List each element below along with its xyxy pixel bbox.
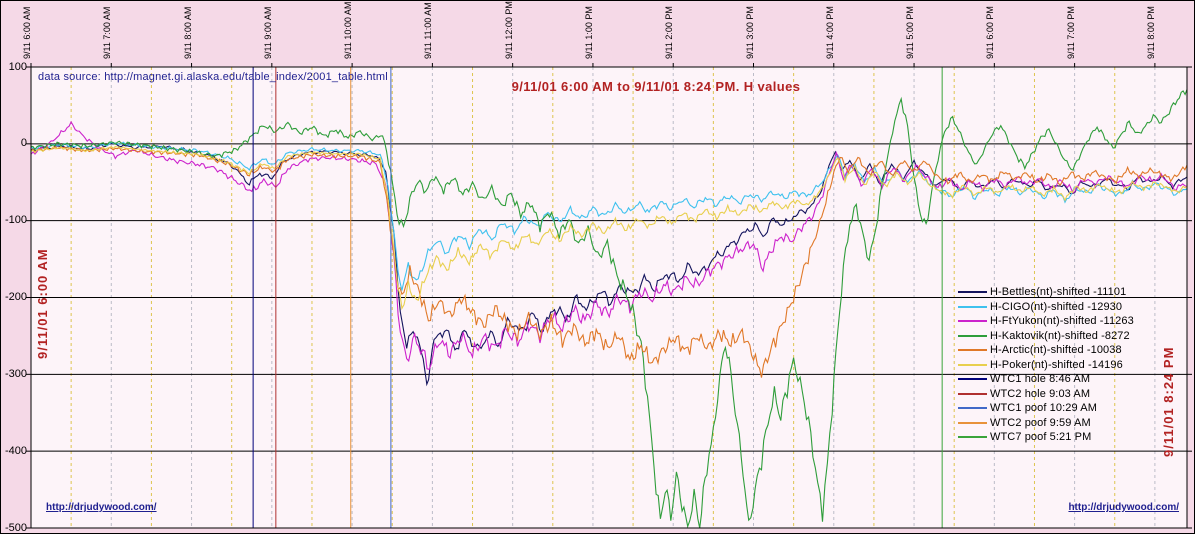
legend-item-h-cigo-nt-shifted-12930: H-CIGO(nt)-shifted -12930 (958, 300, 1134, 315)
legend-item-h-ftyukon-nt-shifted-11263: H-FtYukon(nt)-shifted -11263 (958, 314, 1134, 329)
series-h-poker-nt-shifted-14196 (30, 145, 1188, 311)
drjudywood-link-left[interactable]: http://drjudywood.com/ (46, 502, 157, 513)
legend-swatch (958, 349, 987, 352)
x-axis-label-9-11-6-00-pm: 9/11 6:00 PM (985, 6, 995, 59)
drjudywood-link-right[interactable]: http://drjudywood.com/ (1068, 502, 1179, 513)
y-axis-label-0: 0 (20, 137, 27, 149)
x-axis-label-9-11-1-00-pm: 9/11 1:00 PM (584, 6, 594, 59)
x-axis-label-9-11-11-00-am: 9/11 11:00 AM (423, 2, 433, 59)
y-axis-label--100: -100 (4, 214, 27, 226)
series-h-kaktovik-nt-shifted-8272 (30, 89, 1188, 529)
x-axis-label-9-11-5-00-pm: 9/11 5:00 PM (905, 6, 915, 59)
legend-swatch (958, 305, 987, 308)
series-h-arctic-nt-shifted-10038 (30, 145, 1188, 378)
series-h-ftyukon-nt-shifted-11263 (30, 120, 1188, 370)
legend-item-wtc2-hole-9-03-am: WTC2 hole 9:03 AM (958, 387, 1134, 402)
legend-label: WTC1 poof 10:29 AM (990, 402, 1097, 415)
legend-label: WTC2 hole 9:03 AM (990, 387, 1091, 400)
x-axis-label-9-11-3-00-pm: 9/11 3:00 PM (745, 6, 755, 59)
legend-label: WTC1 hole 8:46 AM (990, 373, 1091, 386)
x-axis-label-9-11-12-00-pm: 9/11 12:00 PM (504, 1, 514, 59)
legend-item-wtc1-hole-8-46-am: WTC1 hole 8:46 AM (958, 372, 1134, 387)
legend-swatch (958, 334, 987, 337)
x-axis-label-9-11-8-00-pm: 9/11 8:00 PM (1146, 6, 1156, 59)
start-time-label: 9/11/01 6:00 AM (35, 248, 50, 359)
legend-swatch (958, 320, 987, 323)
x-axis-label-9-11-4-00-pm: 9/11 4:00 PM (825, 6, 835, 59)
y-axis-label-100: 100 (8, 61, 27, 73)
legend-label: H-Poker(nt)-shifted -14196 (990, 358, 1123, 371)
legend-label: H-Kaktovik(nt)-shifted -8272 (990, 329, 1130, 342)
x-axis-label-9-11-6-00-am: 9/11 6:00 AM (22, 6, 32, 59)
legend-item-h-kaktovik-nt-shifted-8272: H-Kaktovik(nt)-shifted -8272 (958, 329, 1134, 344)
y-axis-label--200: -200 (4, 291, 27, 303)
x-axis-label-9-11-9-00-am: 9/11 9:00 AM (263, 6, 273, 59)
y-axis-label--500: -500 (4, 522, 27, 534)
legend-swatch (958, 421, 987, 424)
legend-label: WTC7 poof 5:21 PM (990, 431, 1092, 444)
x-axis-label-9-11-2-00-pm: 9/11 2:00 PM (664, 6, 674, 59)
legend-label: H-Arctic(nt)-shifted -10038 (990, 344, 1122, 357)
legend: H-Bettles(nt)-shifted -11101 H-CIGO(nt)-s… (958, 285, 1134, 445)
series-h-cigo-nt-shifted-12930 (30, 141, 1188, 291)
end-time-label: 9/11/01 8:24 PM (1161, 346, 1176, 457)
x-axis-label-9-11-8-00-am: 9/11 8:00 AM (183, 6, 193, 59)
legend-label: H-Bettles(nt)-shifted -11101 (990, 286, 1127, 299)
y-axis-label--300: -300 (4, 368, 27, 380)
legend-item-wtc2-poof-9-59-am: WTC2 poof 9:59 AM (958, 416, 1134, 431)
y-axis-label--400: -400 (4, 445, 27, 457)
legend-label: H-CIGO(nt)-shifted -12930 (990, 300, 1123, 313)
chart-title: 9/11/01 6:00 AM to 9/11/01 8:24 PM. H va… (511, 79, 801, 94)
legend-item-h-arctic-nt-shifted-10038: H-Arctic(nt)-shifted -10038 (958, 343, 1134, 358)
legend-swatch (958, 407, 987, 410)
data-source-note: data source: http://magnet.gi.alaska.edu… (38, 71, 388, 83)
legend-swatch (958, 378, 987, 381)
legend-swatch (958, 363, 987, 366)
legend-item-h-bettles-nt-shifted-11101: H-Bettles(nt)-shifted -11101 (958, 285, 1134, 300)
legend-item-h-poker-nt-shifted-14196: H-Poker(nt)-shifted -14196 (958, 358, 1134, 373)
x-axis-label-9-11-7-00-am: 9/11 7:00 AM (102, 6, 112, 59)
x-axis-label-9-11-10-00-am: 9/11 10:00 AM (343, 1, 353, 59)
legend-swatch (958, 392, 987, 395)
legend-swatch (958, 436, 987, 439)
legend-item-wtc7-poof-5-21-pm: WTC7 poof 5:21 PM (958, 430, 1134, 445)
legend-label: H-FtYukon(nt)-shifted -11263 (990, 315, 1134, 328)
legend-swatch (958, 291, 987, 294)
x-axis-label-9-11-7-00-pm: 9/11 7:00 PM (1066, 6, 1076, 59)
legend-item-wtc1-poof-10-29-am: WTC1 poof 10:29 AM (958, 401, 1134, 416)
legend-label: WTC2 poof 9:59 AM (990, 416, 1091, 429)
